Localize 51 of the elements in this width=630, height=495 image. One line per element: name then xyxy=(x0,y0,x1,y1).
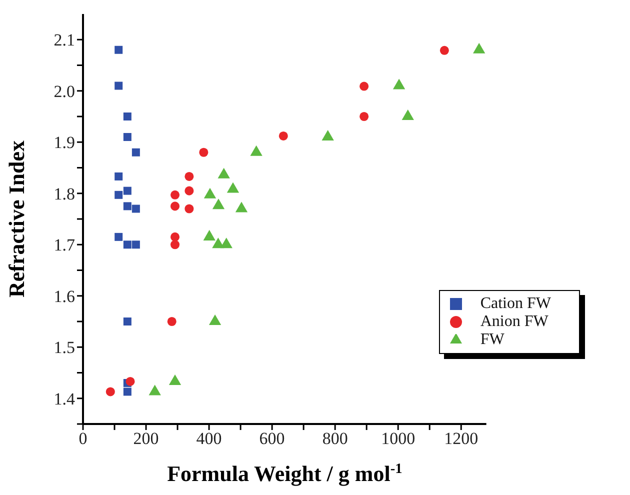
point xyxy=(199,148,208,157)
legend-label: Cation FW xyxy=(480,295,551,312)
point xyxy=(278,131,288,140)
y-tick-label: 2.0 xyxy=(54,82,75,101)
x-tick-label: 800 xyxy=(322,429,348,448)
y-tick-label: 1.6 xyxy=(54,286,75,306)
y-tick-label: 1.7 xyxy=(54,236,76,255)
point xyxy=(132,240,140,249)
point xyxy=(114,172,123,180)
x-tick-label: 200 xyxy=(133,429,159,448)
x-tick-label: 0 xyxy=(78,429,88,448)
point xyxy=(167,316,176,326)
x-axis-title: Formula Weight / g mol$^{-1}$ xyxy=(167,461,402,486)
point xyxy=(184,204,194,214)
y-tick-label: 1.9 xyxy=(54,133,75,152)
point xyxy=(170,240,180,250)
point xyxy=(123,112,132,120)
point xyxy=(123,133,132,141)
point xyxy=(114,46,123,54)
x-tick-label: 600 xyxy=(259,429,285,448)
point xyxy=(123,186,132,195)
point xyxy=(170,232,180,242)
point xyxy=(184,186,194,196)
point xyxy=(114,190,123,199)
y-axis-title: Refractive Index xyxy=(4,140,29,298)
legend-label: Anion FW xyxy=(480,313,548,330)
x-tick-label: 1200 xyxy=(444,429,478,448)
x-tick-label: 1000 xyxy=(381,429,416,448)
y-tick-label: 2.1 xyxy=(54,30,75,50)
y-tick-label: 1.4 xyxy=(54,389,76,408)
point xyxy=(114,82,123,90)
point xyxy=(123,240,132,249)
point xyxy=(123,388,132,396)
y-tick-label: 1.8 xyxy=(54,184,75,204)
point xyxy=(170,190,180,200)
x-tick-label: 400 xyxy=(196,429,222,448)
point xyxy=(132,204,140,213)
point xyxy=(170,202,180,211)
legend-label: FW xyxy=(480,331,504,348)
point xyxy=(114,232,123,241)
point xyxy=(123,202,132,210)
point xyxy=(220,238,232,248)
point xyxy=(440,46,449,55)
point xyxy=(360,82,369,91)
y-tick-label: 1.5 xyxy=(54,338,75,358)
point xyxy=(184,172,194,181)
point xyxy=(123,318,132,326)
point xyxy=(360,112,369,122)
point xyxy=(132,148,140,156)
point xyxy=(106,387,115,396)
point xyxy=(126,376,135,386)
